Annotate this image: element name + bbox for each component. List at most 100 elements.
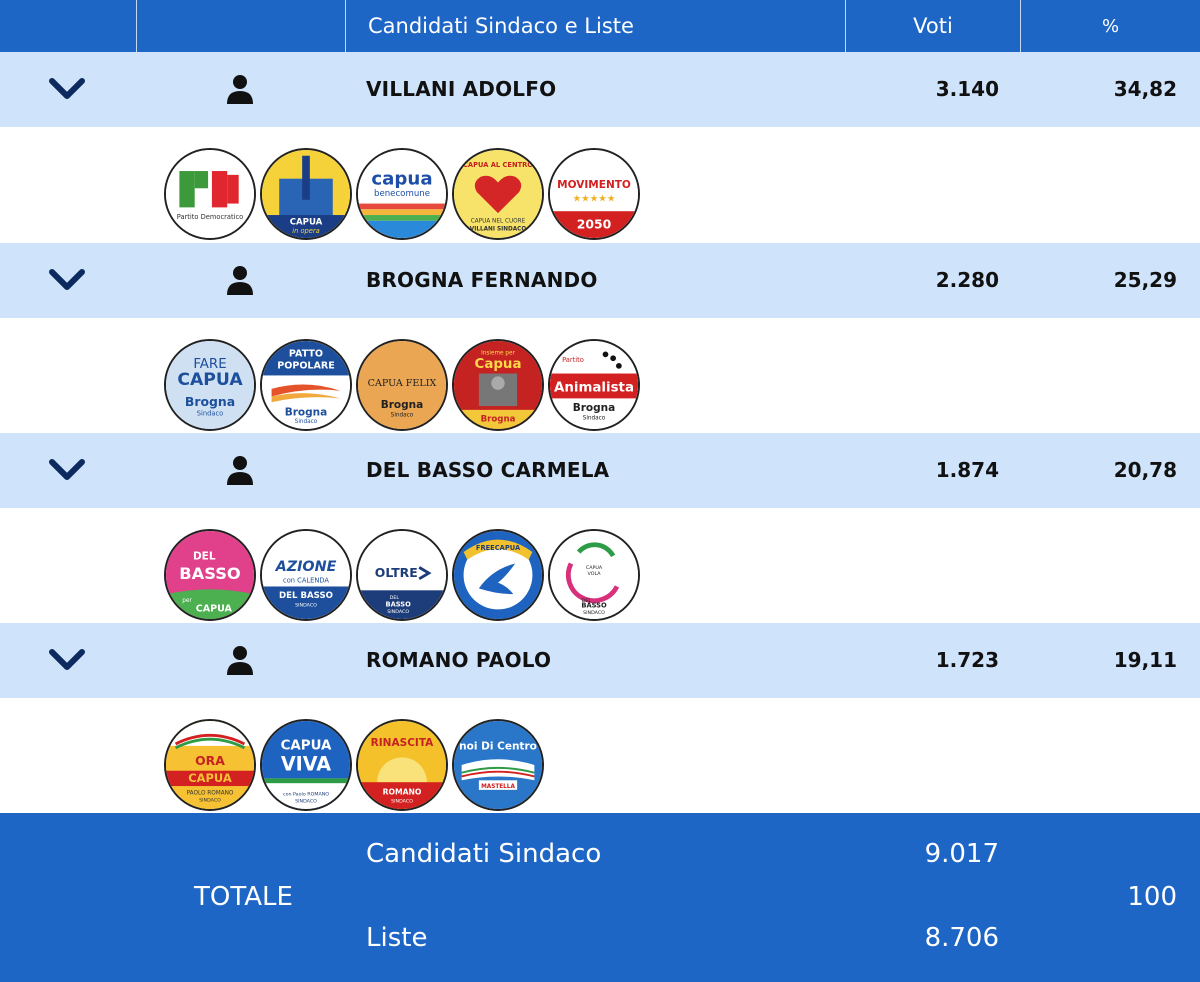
cac-mid-text: CAPUA NEL CUORE xyxy=(471,219,526,225)
oc-sindaco-text: SINDACO xyxy=(199,797,221,803)
header-pct-label: % xyxy=(1101,15,1120,37)
viva-con-text: con Paolo ROMANO xyxy=(283,792,329,798)
m2050-top-text: MOVIMENTO xyxy=(557,179,631,191)
cv-capua-text: CAPUA xyxy=(586,565,603,571)
person-icon xyxy=(227,266,253,295)
header-candidates-label: Candidati Sindaco e Liste xyxy=(346,0,846,52)
viva-capua-text: CAPUA xyxy=(281,739,332,754)
ipc-insieme-text: Insieme per xyxy=(481,350,515,356)
sindaco-text: Sindaco xyxy=(391,413,414,419)
list-logo-partito-animalista: Partito Animalista Brogna Sindaco xyxy=(548,339,640,431)
bc-sub-text: benecomune xyxy=(374,189,430,199)
db-per-text: per xyxy=(182,598,192,604)
totals-label: TOTALE xyxy=(194,882,293,912)
list-logo-rinascita: RINASCITA ROMANO SINDACO xyxy=(356,719,448,811)
rin-romano-text: ROMANO xyxy=(383,788,422,797)
candidate-row-romano[interactable]: ROMANO PAOLO 1.723 19,11 xyxy=(0,623,1200,698)
m2050-stars: ★★★★★ xyxy=(573,194,616,205)
list-logo-patto-popolare: PATTO POPOLARE Brogna Sindaco xyxy=(260,339,352,431)
list-logo-freecapua: FREECAPUA xyxy=(452,529,544,621)
totals-pct: 100 xyxy=(1127,882,1177,912)
cac-top-text: CAPUA AL CENTRO xyxy=(463,161,533,169)
candidate-name: DEL BASSO CARMELA xyxy=(366,458,610,482)
sindaco-text: Sindaco xyxy=(197,410,223,418)
list-logo-del-basso-per-capua: DEL BASSO per CAPUA xyxy=(164,529,256,621)
candidate-lists-del-basso: DEL BASSO per CAPUA AZIONE con CALENDA D… xyxy=(0,508,1200,624)
cv-basso-text: BASSO xyxy=(581,602,607,610)
pa-partito-text: Partito xyxy=(562,356,584,364)
candidate-row-villani[interactable]: VILLANI ADOLFO 3.140 34,82 xyxy=(0,52,1200,127)
totals-candidates-votes: 9.017 xyxy=(924,839,999,869)
candidate-pct: 34,82 xyxy=(1113,77,1177,101)
person-icon xyxy=(227,646,253,675)
candidate-row-brogna[interactable]: BROGNA FERNANDO 2.280 25,29 xyxy=(0,243,1200,318)
candidate-votes: 3.140 xyxy=(935,77,999,101)
db-capua-text: CAPUA xyxy=(196,603,233,614)
az-calenda-text: con CALENDA xyxy=(283,577,329,585)
ipc-capua-text: Capua xyxy=(475,357,522,372)
table-header: Candidati Sindaco e Liste Voti % xyxy=(0,0,1200,52)
chevron-down-icon[interactable] xyxy=(48,457,86,483)
candidate-votes: 2.280 xyxy=(935,268,999,292)
brogna-text: Brogna xyxy=(185,394,235,409)
list-logo-pd: Partito Democratico xyxy=(164,148,256,240)
list-logo-capua-al-centro: CAPUA AL CENTRO CAPUA NEL CUORE VILLANI … xyxy=(452,148,544,240)
totals-lists-votes: 8.706 xyxy=(924,923,999,953)
ol-del-text: DEL xyxy=(390,595,400,601)
az-azione-text: AZIONE xyxy=(275,559,337,575)
person-icon xyxy=(227,75,253,104)
candidate-votes: 1.874 xyxy=(935,458,999,482)
db-basso-text: BASSO xyxy=(179,564,240,583)
viva-viva-text: VIVA xyxy=(281,753,331,776)
oc-ora-text: ORA xyxy=(195,753,225,768)
list-logo-oltre: OLTRE DEL BASSO SINDACO xyxy=(356,529,448,621)
bc-title-text: capua xyxy=(371,168,432,189)
candidate-name: BROGNA FERNANDO xyxy=(366,268,598,292)
viva-sindaco-text: SINDACO xyxy=(295,798,317,804)
ol-basso-text: BASSO xyxy=(386,601,412,609)
ndc-title-text: noi Di Centro xyxy=(459,741,537,753)
sindaco-text: Sindaco xyxy=(295,419,318,425)
totals-row: TOTALE Candidati Sindaco Liste 9.017 8.7… xyxy=(0,813,1200,982)
list-logo-azione: AZIONE con CALENDA DEL BASSO SINDACO xyxy=(260,529,352,621)
list-logo-fare-capua: FARE CAPUA Brogna Sindaco xyxy=(164,339,256,431)
chevron-down-icon[interactable] xyxy=(48,647,86,673)
list-logo-capua-vola: CAPUA VOLA DEL BASSO SINDACO xyxy=(548,529,640,621)
cf-title-text: CAPUA FELIX xyxy=(368,378,437,389)
list-logo-movimento-capua: CAPUA in opera xyxy=(260,148,352,240)
list-logo-capua-felix: CAPUA FELIX Brogna Sindaco xyxy=(356,339,448,431)
cv-del-text: DEL xyxy=(582,598,592,604)
candidate-votes: 1.723 xyxy=(935,648,999,672)
list-logo-insieme-per-capua: Insieme per Capua Brogna xyxy=(452,339,544,431)
list-logo-ora-capua: ORA CAPUA PAOLO ROMANO SINDACO xyxy=(164,719,256,811)
pa-animalista-text: Animalista xyxy=(554,381,634,396)
pp-patto-text: PATTO xyxy=(289,348,323,359)
brogna-text: Brogna xyxy=(285,407,328,419)
pp-popolare-text: POPOLARE xyxy=(277,361,335,372)
candidate-lists-villani: Partito Democratico CAPUA in opera ca xyxy=(0,127,1200,243)
chevron-down-icon[interactable] xyxy=(48,76,86,102)
candidate-row-del-basso[interactable]: DEL BASSO CARMELA 1.874 20,78 xyxy=(0,433,1200,508)
list-logo-movimento-2050: MOVIMENTO ★★★★★ 2050 xyxy=(548,148,640,240)
m2050-year-text: 2050 xyxy=(577,216,612,231)
oc-capua-text: CAPUA xyxy=(188,771,232,785)
cv-vola-text: VOLA xyxy=(588,571,602,577)
cv-sindaco-text: SINDACO xyxy=(583,610,605,616)
ol-oltre-text: OLTRE xyxy=(375,565,418,580)
header-votes-label: Voti xyxy=(846,0,1021,52)
candidate-name: ROMANO PAOLO xyxy=(366,648,552,672)
pd-small-text: Partito Democratico xyxy=(177,213,244,221)
rin-title-text: RINASCITA xyxy=(371,737,435,749)
brogna-text: Brogna xyxy=(573,402,616,414)
totals-candidates-label: Candidati Sindaco xyxy=(366,839,602,869)
totals-lists-label: Liste xyxy=(366,923,428,953)
candidate-lists-romano: ORA CAPUA PAOLO ROMANO SINDACO CAPUA VIV… xyxy=(0,698,1200,814)
header-expand-col xyxy=(0,0,137,52)
chevron-down-icon[interactable] xyxy=(48,267,86,293)
oc-paolo-text: PAOLO ROMANO xyxy=(187,791,234,797)
list-logo-noi-di-centro: noi Di Centro MASTELLA xyxy=(452,719,544,811)
brogna-text: Brogna xyxy=(381,399,424,411)
candidate-pct: 20,78 xyxy=(1113,458,1177,482)
brogna-text: Brogna xyxy=(481,414,516,424)
